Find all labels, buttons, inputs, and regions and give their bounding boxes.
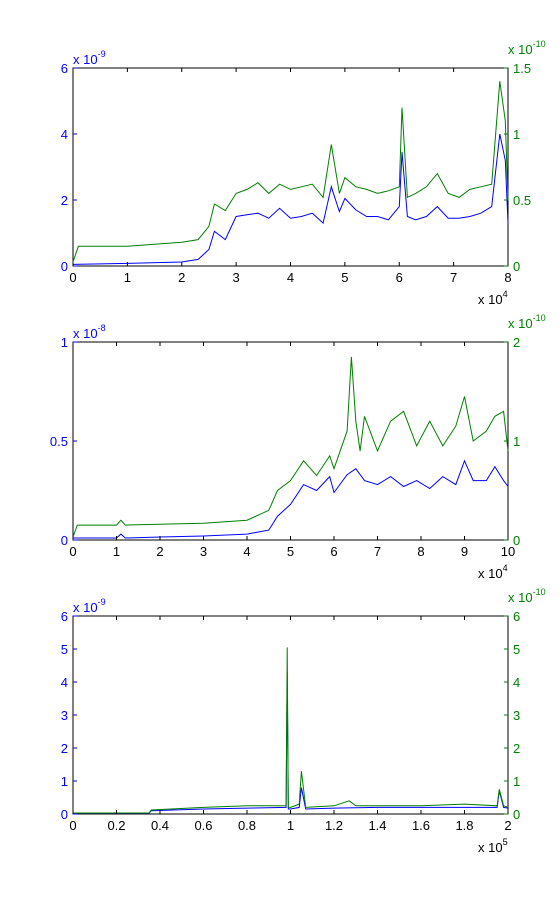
right-y-tick-label: 5 bbox=[513, 642, 520, 657]
left-axis-exponent: x 10-9 bbox=[73, 597, 106, 615]
left-axis-exponent-base: x 10 bbox=[73, 52, 98, 67]
x-tick-label: 0 bbox=[69, 270, 76, 285]
x-tick-label: 7 bbox=[374, 544, 381, 559]
left-axis-exponent-base: x 10 bbox=[73, 600, 98, 615]
x-axis-exponent-base: x 10 bbox=[478, 840, 503, 855]
series-line-left bbox=[73, 459, 509, 539]
x-tick-label: 2 bbox=[504, 818, 511, 833]
x-tick-label: 8 bbox=[504, 270, 511, 285]
x-tick-label: 8 bbox=[417, 544, 424, 559]
right-y-tick-label: 0 bbox=[513, 533, 520, 548]
left-axis-exponent-power: -8 bbox=[98, 323, 106, 333]
left-axis-exponent-power: -9 bbox=[98, 597, 106, 607]
x-tick-label: 3 bbox=[233, 270, 240, 285]
x-tick-label: 2 bbox=[156, 544, 163, 559]
right-axis-exponent-power: -10 bbox=[533, 313, 546, 323]
left-y-tick-label: 0.5 bbox=[50, 434, 68, 449]
x-tick-label: 1.6 bbox=[412, 818, 430, 833]
left-y-tick-label: 2 bbox=[61, 741, 68, 756]
series-line-left bbox=[72, 133, 509, 265]
x-tick-label: 0.2 bbox=[107, 818, 125, 833]
series-line-left bbox=[73, 672, 509, 814]
right-axis-exponent-base: x 10 bbox=[508, 42, 533, 57]
x-tick-label: 0.6 bbox=[194, 818, 212, 833]
x-tick-label: 1.2 bbox=[325, 818, 343, 833]
right-axis-exponent: x 10-10 bbox=[508, 313, 546, 331]
left-y-tick-label: 4 bbox=[61, 675, 68, 690]
x-tick-label: 3 bbox=[200, 544, 207, 559]
right-y-tick-label: 1 bbox=[513, 127, 520, 142]
series-line-right bbox=[73, 647, 509, 814]
x-axis-exponent-power: 4 bbox=[503, 289, 508, 299]
x-axis-exponent: x 105 bbox=[478, 837, 508, 855]
left-y-tick-label: 0 bbox=[61, 533, 68, 548]
right-y-tick-label: 3 bbox=[513, 708, 520, 723]
left-axis-exponent: x 10-8 bbox=[73, 323, 106, 341]
right-axis-exponent-base: x 10 bbox=[508, 590, 533, 605]
plot-area bbox=[72, 615, 509, 815]
x-tick-label: 1.4 bbox=[368, 818, 386, 833]
right-axis-exponent: x 10-10 bbox=[508, 39, 546, 57]
x-tick-label: 0.8 bbox=[238, 818, 256, 833]
right-axis-exponent-power: -10 bbox=[533, 587, 546, 597]
plot-area bbox=[72, 67, 509, 267]
x-axis-exponent-base: x 10 bbox=[478, 566, 503, 581]
x-tick-label: 0.4 bbox=[151, 818, 169, 833]
series-line-right bbox=[72, 81, 509, 263]
right-axis-exponent-power: -10 bbox=[533, 39, 546, 49]
left-y-tick-label: 0 bbox=[61, 807, 68, 822]
x-tick-label: 9 bbox=[461, 544, 468, 559]
left-y-tick-label: 6 bbox=[61, 609, 68, 624]
right-y-tick-label: 4 bbox=[513, 675, 520, 690]
right-y-tick-label: 0 bbox=[513, 259, 520, 274]
right-y-tick-label: 1.5 bbox=[513, 61, 531, 76]
right-y-tick-label: 1 bbox=[513, 774, 520, 789]
x-tick-label: 1 bbox=[124, 270, 131, 285]
series-line-right bbox=[72, 356, 509, 538]
x-tick-label: 10 bbox=[501, 544, 515, 559]
x-tick-label: 4 bbox=[287, 270, 294, 285]
chart-panel-3: 0 0.2 0.4 0.6 0.8 1 1.2 1.4 1.6 1.8 20123456012345… bbox=[61, 587, 546, 855]
plot-area bbox=[72, 341, 509, 541]
x-axis-exponent: x 104 bbox=[478, 289, 508, 307]
left-y-tick-label: 1 bbox=[61, 335, 68, 350]
x-tick-label: 2 bbox=[178, 270, 185, 285]
left-y-tick-label: 5 bbox=[61, 642, 68, 657]
x-axis-exponent: x 104 bbox=[478, 563, 508, 581]
x-tick-label: 1.8 bbox=[455, 818, 473, 833]
left-axis-exponent-power: -9 bbox=[98, 49, 106, 59]
right-y-tick-label: 0.5 bbox=[513, 193, 531, 208]
left-y-tick-label: 1 bbox=[61, 774, 68, 789]
x-tick-label: 1 bbox=[287, 818, 294, 833]
left-axis-exponent-base: x 10 bbox=[73, 326, 98, 341]
left-y-tick-label: 0 bbox=[61, 259, 68, 274]
x-axis-exponent-power: 5 bbox=[503, 837, 508, 847]
x-axis-exponent-base: x 10 bbox=[478, 292, 503, 307]
x-tick-label: 0 bbox=[69, 544, 76, 559]
x-tick-label: 1 bbox=[113, 544, 120, 559]
left-y-tick-label: 6 bbox=[61, 61, 68, 76]
left-y-tick-label: 2 bbox=[61, 193, 68, 208]
left-y-tick-label: 3 bbox=[61, 708, 68, 723]
right-y-tick-label: 0 bbox=[513, 807, 520, 822]
right-axis-exponent: x 10-10 bbox=[508, 587, 546, 605]
right-y-tick-label: 2 bbox=[513, 335, 520, 350]
x-tick-label: 5 bbox=[341, 270, 348, 285]
right-y-tick-label: 6 bbox=[513, 609, 520, 624]
right-axis-exponent-base: x 10 bbox=[508, 316, 533, 331]
right-y-tick-label: 1 bbox=[513, 434, 520, 449]
x-tick-label: 0 bbox=[69, 818, 76, 833]
x-tick-label: 6 bbox=[330, 544, 337, 559]
x-tick-label: 4 bbox=[243, 544, 250, 559]
right-y-tick-label: 2 bbox=[513, 741, 520, 756]
left-axis-exponent: x 10-9 bbox=[73, 49, 106, 67]
x-tick-label: 5 bbox=[287, 544, 294, 559]
left-y-tick-label: 4 bbox=[61, 127, 68, 142]
x-tick-label: 7 bbox=[450, 270, 457, 285]
x-tick-label: 6 bbox=[396, 270, 403, 285]
x-axis-exponent-power: 4 bbox=[503, 563, 508, 573]
